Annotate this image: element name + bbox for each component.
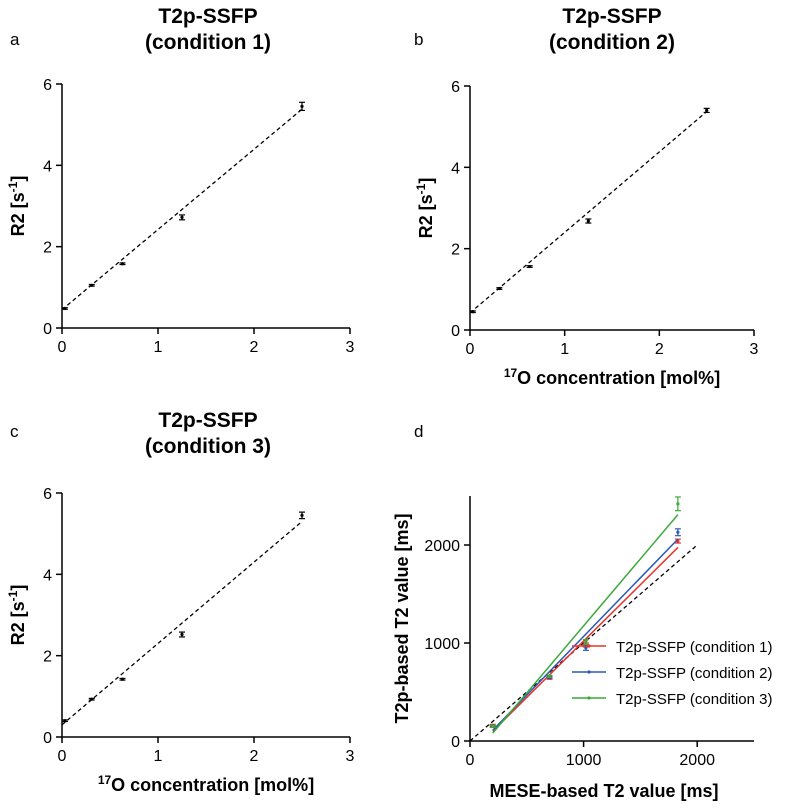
- y-tick-label: 0: [451, 734, 460, 751]
- data-point: [120, 262, 125, 266]
- x-axis-label: 17O concentration [mol%]: [504, 366, 720, 388]
- x-tick-label: 3: [346, 748, 355, 765]
- legend-label: T2p-SSFP (condition 3): [616, 691, 772, 708]
- legend-label: T2p-SSFP (condition 2): [616, 665, 772, 682]
- x-tick-label: 0: [466, 752, 475, 769]
- data-point: [705, 108, 709, 112]
- y-tick-label: 6: [43, 486, 52, 503]
- legend-marker: [587, 644, 591, 648]
- panel-letter-a: a: [10, 30, 20, 49]
- series-fit-line: [492, 538, 679, 731]
- chart-b: 0 1 2 3 0 2 4 6 R2 [s-1] 17O concentration [mol%]: [414, 79, 759, 388]
- panel-letter-c: c: [10, 422, 19, 441]
- y-tick-label: 4: [43, 158, 52, 175]
- legend-marker: [587, 670, 591, 674]
- data-point: [586, 219, 590, 223]
- x-axis-label: 17O concentration [mol%]: [98, 773, 314, 795]
- data-point: [180, 215, 184, 219]
- chart-a: 0 1 2 3 0 2 4 6 R2 [s-1]: [6, 77, 355, 356]
- fit-line: [469, 111, 708, 314]
- y-tick-label: 4: [43, 567, 52, 584]
- data-point: [63, 306, 67, 311]
- panel-a-title: T2p-SSFP (condition 1): [78, 4, 338, 56]
- y-tick-label: 6: [451, 79, 460, 96]
- panel-a-title-line1: T2p-SSFP: [158, 5, 258, 28]
- y-tick-label: 2: [43, 649, 52, 666]
- data-point: [180, 632, 184, 637]
- series-point: [547, 674, 552, 678]
- panel-letter-b: b: [414, 30, 424, 49]
- y-tick-label: 2: [43, 240, 52, 257]
- y-axis-label: T2p-based T2 value [ms]: [392, 513, 412, 723]
- y-tick-label: 4: [451, 160, 460, 177]
- y-tick-label: 0: [43, 321, 52, 338]
- panel-letter-d: d: [414, 422, 424, 441]
- panel-a-title-line2: (condition 1): [145, 31, 271, 54]
- panel-c-title-line1: T2p-SSFP: [158, 409, 258, 432]
- fit-line: [61, 520, 303, 726]
- x-tick-label: 1000: [566, 752, 602, 769]
- legend-label: T2p-SSFP (condition 1): [616, 639, 772, 656]
- panel-c-title-line2: (condition 3): [145, 435, 271, 458]
- chart-c: 0 1 2 3 0 2 4 6 R2 [s-1] 17O concentration [mol%]: [6, 486, 355, 795]
- x-tick-label: 3: [346, 339, 355, 356]
- fit-line: [61, 108, 303, 311]
- y-tick-label: 1000: [424, 636, 460, 653]
- y-axis-label: R2 [s-1]: [6, 176, 28, 237]
- x-tick-label: 1: [154, 748, 163, 765]
- series-point: [584, 646, 588, 650]
- x-tick-label: 1: [154, 339, 163, 356]
- x-axis-label: MESE-based T2 value [ms]: [489, 781, 718, 801]
- data-point: [90, 697, 94, 701]
- data-point: [120, 677, 125, 681]
- x-tick-label: 0: [58, 748, 67, 765]
- y-tick-label: 0: [43, 730, 52, 747]
- y-tick-label: 6: [43, 77, 52, 94]
- y-axis-label: R2 [s-1]: [414, 178, 436, 239]
- x-tick-label: 2: [250, 748, 259, 765]
- panel-c-title: T2p-SSFP (condition 3): [78, 408, 338, 460]
- chart-d: 0 1000 2000 0 1000 2000 T2p-based T2 value [ms…: [392, 496, 772, 801]
- y-tick-label: 0: [451, 323, 460, 340]
- x-tick-label: 0: [466, 341, 475, 358]
- series-fit-line: [492, 514, 679, 734]
- x-tick-label: 1: [560, 341, 569, 358]
- series-point: [584, 640, 588, 644]
- x-tick-label: 2: [250, 339, 259, 356]
- panel-b-title: T2p-SSFP (condition 2): [482, 4, 742, 56]
- series-point: [491, 724, 495, 728]
- data-point: [90, 283, 94, 287]
- legend-marker: [587, 696, 591, 700]
- data-point: [528, 264, 532, 269]
- data-point: [471, 310, 475, 314]
- data-point: [63, 719, 67, 723]
- panel-b-title-line1: T2p-SSFP: [562, 5, 662, 28]
- y-axis-label: R2 [s-1]: [6, 585, 28, 646]
- x-tick-label: 2000: [679, 752, 715, 769]
- data-point: [300, 513, 304, 517]
- x-tick-label: 3: [750, 341, 759, 358]
- series-point: [676, 530, 680, 534]
- x-tick-label: 0: [58, 339, 67, 356]
- panel-b-title-line2: (condition 2): [549, 31, 675, 54]
- data-point: [300, 104, 304, 108]
- x-tick-label: 2: [655, 341, 664, 358]
- series-point: [676, 502, 680, 506]
- data-point: [497, 286, 501, 291]
- y-tick-label: 2: [451, 242, 460, 259]
- y-tick-label: 2000: [424, 538, 460, 555]
